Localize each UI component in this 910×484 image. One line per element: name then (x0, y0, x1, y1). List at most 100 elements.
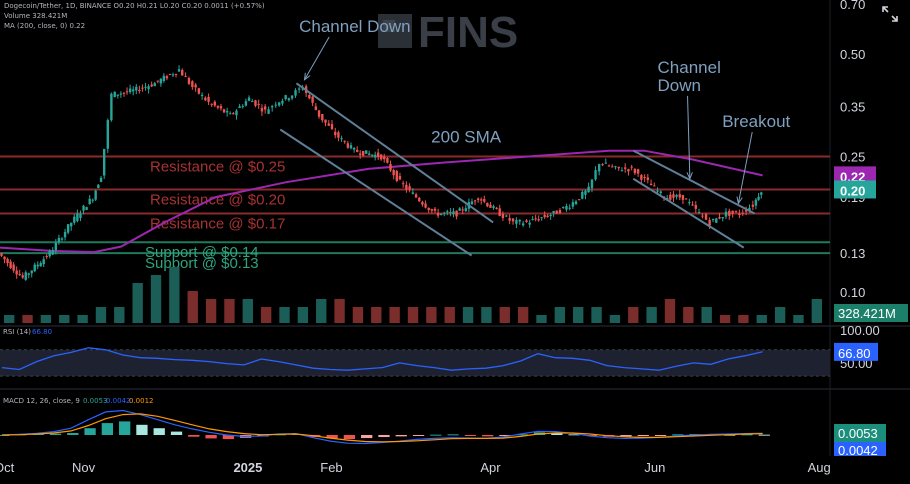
candle-body (501, 213, 505, 219)
volume-bar (774, 307, 786, 323)
candle-body (489, 204, 492, 208)
candle-body (691, 204, 694, 206)
candle-body (187, 78, 191, 84)
watermark-text: FINS (418, 8, 518, 57)
candle-body (235, 110, 238, 116)
volume-bar (462, 307, 474, 323)
candle-body (427, 207, 430, 211)
candle-body (669, 194, 672, 200)
candle-body (156, 80, 160, 82)
volume-bar (701, 307, 712, 323)
volume-bar (499, 307, 510, 323)
candle-body (738, 213, 741, 215)
macd-histogram-bar (464, 435, 477, 436)
candle-body (521, 223, 525, 226)
macd-histogram-bar (516, 434, 528, 436)
candle-body (744, 210, 748, 212)
candle-body (581, 191, 584, 199)
candle-body (684, 198, 688, 200)
candle-body (128, 88, 132, 93)
candle-body (330, 124, 334, 129)
annotation-arrowhead (686, 172, 693, 181)
candle-body (191, 81, 194, 87)
candle-body (681, 195, 685, 200)
candle-body (584, 190, 587, 195)
candle-body (241, 106, 244, 108)
candle-body (543, 215, 546, 218)
candle-body (565, 206, 568, 210)
price-tick-label: 0.13 (840, 246, 865, 261)
candle-body (311, 96, 314, 103)
candle-body (132, 89, 135, 92)
candle-body (15, 270, 18, 275)
volume-bar (426, 307, 437, 323)
candle-body (91, 199, 94, 201)
candle-body (54, 242, 58, 251)
volume-bar (95, 307, 107, 323)
candle-body (630, 166, 633, 168)
date-tick-label: Aug (808, 460, 831, 475)
date-tick-label: Oct (0, 460, 15, 475)
candle-body (748, 207, 751, 212)
rsi-badge-label: 66.80 (838, 346, 871, 361)
candle-body (537, 219, 540, 221)
macd-histogram-bar (551, 432, 563, 435)
price-tick-label: 0.50 (840, 47, 865, 62)
candle-body (219, 106, 223, 109)
volume-header: Volume 328.421M (4, 12, 68, 20)
volume-bar (187, 291, 198, 323)
macd-line (1, 409, 763, 445)
macd-histogram-bar (361, 435, 373, 439)
candle-body (751, 204, 755, 207)
candle-body (433, 208, 437, 211)
candle-body (424, 203, 427, 208)
candle-body (343, 140, 346, 142)
candle-body (297, 88, 301, 90)
candle-body (627, 169, 630, 172)
candle-body (421, 201, 424, 205)
candle-body (349, 145, 353, 149)
date-tick-label: Jun (644, 460, 665, 475)
channel-upper-line (632, 149, 756, 215)
expand-icon[interactable] (880, 4, 900, 24)
macd-histogram-bar (378, 435, 390, 438)
candle-body (200, 94, 204, 96)
macd-badge (834, 424, 886, 442)
support-level-label: Support @ $0.13 (145, 255, 259, 272)
candle-body (617, 166, 620, 169)
candle-body (210, 103, 213, 105)
price-tick-label: 0.70 (840, 0, 865, 12)
candle-body (525, 220, 528, 223)
candle-body (590, 179, 594, 189)
candle-body (225, 111, 229, 113)
volume-bar (260, 307, 272, 323)
candle-body (379, 154, 383, 160)
date-tick-label: Nov (72, 460, 96, 475)
candle-body (473, 200, 477, 202)
macd-histogram-bar (136, 424, 148, 435)
volume-bar (793, 315, 804, 323)
volume-bar (114, 307, 125, 323)
candle-body (708, 219, 711, 226)
candle-body (177, 69, 181, 72)
candle-body (728, 210, 731, 216)
volume-bar (40, 315, 52, 323)
volume-bar (205, 299, 217, 323)
candle-body (383, 156, 386, 160)
volume-bar (738, 315, 749, 323)
candle-body (135, 86, 138, 91)
candle-body (754, 199, 758, 206)
annotation-arrow (687, 95, 691, 179)
candle-body (373, 154, 377, 158)
candle-body (607, 165, 611, 167)
candle-body (367, 153, 371, 155)
candle-body (18, 273, 21, 276)
macd-histogram-bar (395, 435, 407, 437)
candle-body (495, 207, 498, 209)
candle-body (153, 83, 156, 87)
candle-body (301, 88, 304, 90)
candle-body (558, 210, 562, 213)
date-tick-label: Apr (480, 460, 501, 475)
annotation-text: Channel Down (299, 17, 411, 36)
